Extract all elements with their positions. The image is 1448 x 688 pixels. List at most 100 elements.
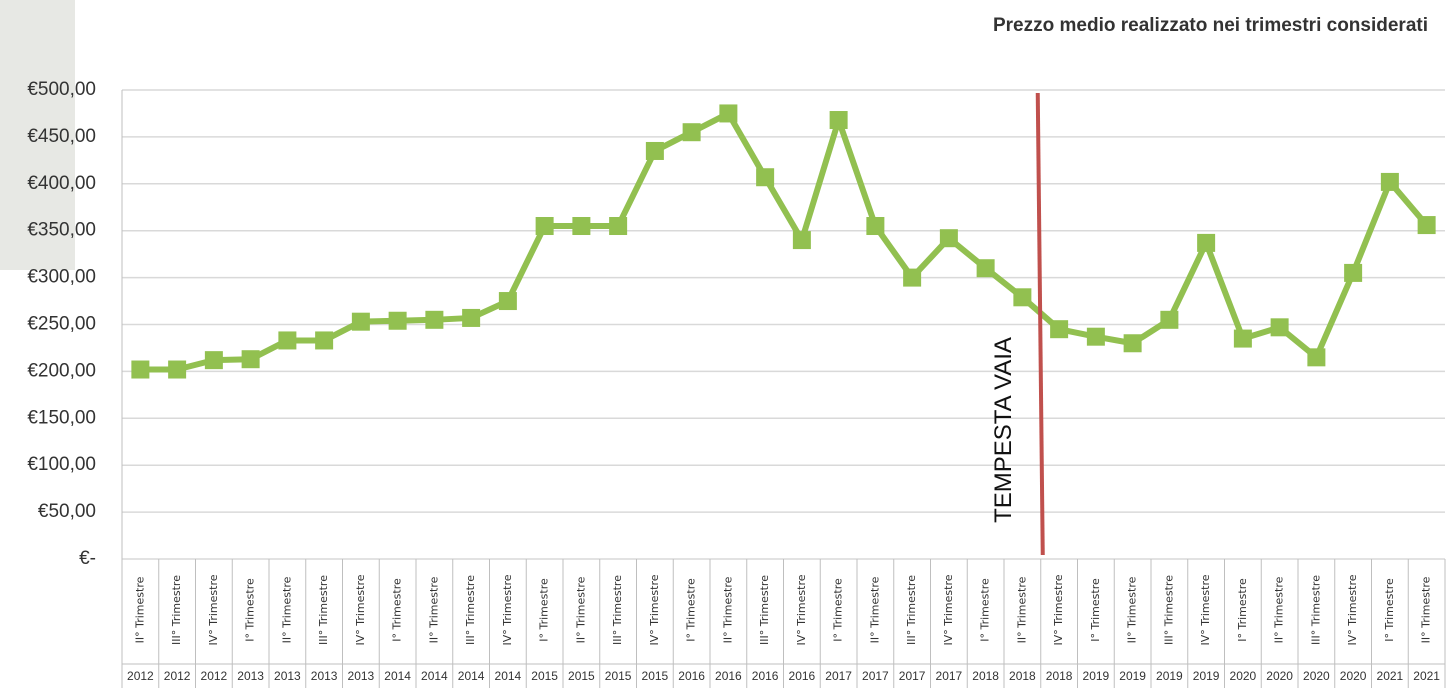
marker xyxy=(498,292,517,311)
year-label: 2019 xyxy=(1193,669,1220,683)
marker xyxy=(1417,216,1436,235)
y-tick-label: €50,00 xyxy=(38,501,96,522)
y-tick-label: €400,00 xyxy=(27,173,96,194)
x-tick-label: II° Trimestre xyxy=(1126,576,1139,643)
y-tick-label: €450,00 xyxy=(27,126,96,147)
x-tick-label: II° Trimestre xyxy=(868,576,881,643)
marker xyxy=(939,229,958,248)
x-tick-label: I° Trimestre xyxy=(1089,578,1102,642)
marker xyxy=(829,111,848,130)
marker xyxy=(315,331,334,350)
year-label: 2018 xyxy=(1046,669,1073,683)
marker xyxy=(204,351,223,370)
x-tick-label: II° Trimestre xyxy=(427,576,440,643)
marker xyxy=(682,123,701,142)
year-label: 2013 xyxy=(348,669,375,683)
year-label: 2013 xyxy=(274,669,301,683)
x-tick-label: I° Trimestre xyxy=(1236,578,1249,642)
x-tick-label: IV° Trimestre xyxy=(207,574,220,645)
marker xyxy=(1123,334,1142,353)
annotation-label: TEMPESTA VAIA xyxy=(990,337,1017,523)
x-tick-label: IV° Trimestre xyxy=(942,574,955,645)
x-tick-label: III° Trimestre xyxy=(464,575,477,645)
chart-title: Prezzo medio realizzato nei trimestri co… xyxy=(993,15,1428,36)
year-label: 2017 xyxy=(862,669,889,683)
marker xyxy=(425,310,444,329)
x-tick-label: III° Trimestre xyxy=(1162,575,1175,645)
x-tick-label: IV° Trimestre xyxy=(1199,574,1212,645)
year-label: 2017 xyxy=(899,669,926,683)
y-tick-label: €- xyxy=(79,548,96,569)
x-tick-label: I° Trimestre xyxy=(244,578,257,642)
x-tick-label: III° Trimestre xyxy=(170,575,183,645)
marker xyxy=(645,141,664,160)
marker xyxy=(719,104,738,123)
annotation-line xyxy=(1035,92,1045,556)
x-tick-label: II° Trimestre xyxy=(1420,576,1433,643)
y-tick-label: €300,00 xyxy=(27,267,96,288)
x-tick-label: III° Trimestre xyxy=(758,575,771,645)
marker xyxy=(168,360,187,379)
year-label: 2020 xyxy=(1266,669,1293,683)
year-label: 2018 xyxy=(1009,669,1036,683)
background-photo xyxy=(0,0,75,270)
year-label: 2015 xyxy=(568,669,595,683)
y-tick-label: €500,00 xyxy=(27,79,96,100)
year-label: 2016 xyxy=(678,669,705,683)
marker xyxy=(609,217,628,236)
marker xyxy=(976,259,995,278)
marker xyxy=(535,217,554,236)
x-tick-label: I° Trimestre xyxy=(832,578,845,642)
marker xyxy=(756,168,775,187)
year-label: 2019 xyxy=(1156,669,1183,683)
x-tick-label: III° Trimestre xyxy=(611,575,624,645)
year-label: 2020 xyxy=(1340,669,1367,683)
marker xyxy=(351,312,370,331)
marker xyxy=(131,360,150,379)
x-tick-label: IV° Trimestre xyxy=(648,574,661,645)
x-tick-label: I° Trimestre xyxy=(1383,578,1396,642)
marker xyxy=(1013,288,1032,307)
year-label: 2014 xyxy=(384,669,411,683)
y-tick-label: €250,00 xyxy=(27,314,96,335)
year-label: 2012 xyxy=(201,669,228,683)
x-tick-label: II° Trimestre xyxy=(721,576,734,643)
year-label: 2015 xyxy=(605,669,632,683)
year-label: 2015 xyxy=(642,669,669,683)
year-label: 2017 xyxy=(825,669,852,683)
x-tick-label: II° Trimestre xyxy=(1273,576,1286,643)
y-tick-label: €350,00 xyxy=(27,220,96,241)
y-tick-label: €200,00 xyxy=(27,360,96,381)
marker xyxy=(1160,310,1179,329)
marker xyxy=(1307,348,1326,367)
marker xyxy=(1197,233,1216,252)
year-label: 2014 xyxy=(495,669,522,683)
x-tick-label: I° Trimestre xyxy=(979,578,992,642)
year-label: 2014 xyxy=(421,669,448,683)
marker xyxy=(278,331,297,350)
x-tick-label: I° Trimestre xyxy=(685,578,698,642)
year-label: 2014 xyxy=(458,669,485,683)
marker xyxy=(1344,263,1363,282)
year-label: 2019 xyxy=(1083,669,1110,683)
year-label: 2012 xyxy=(127,669,154,683)
marker xyxy=(1086,327,1105,346)
year-label: 2015 xyxy=(531,669,558,683)
x-tick-label: III° Trimestre xyxy=(905,575,918,645)
marker xyxy=(462,308,481,327)
x-tick-label: I° Trimestre xyxy=(538,578,551,642)
marker xyxy=(1050,320,1069,339)
x-tick-label: II° Trimestre xyxy=(1015,576,1028,643)
year-label: 2016 xyxy=(752,669,779,683)
marker xyxy=(1270,318,1289,337)
x-tick-label: IV° Trimestre xyxy=(1346,574,1359,645)
year-label: 2020 xyxy=(1303,669,1330,683)
marker xyxy=(388,311,407,330)
x-tick-label: IV° Trimestre xyxy=(354,574,367,645)
x-tick-label: I° Trimestre xyxy=(391,578,404,642)
y-tick-label: €100,00 xyxy=(27,454,96,475)
year-label: 2021 xyxy=(1377,669,1404,683)
x-tick-label: II° Trimestre xyxy=(280,576,293,643)
year-label: 2019 xyxy=(1119,669,1146,683)
